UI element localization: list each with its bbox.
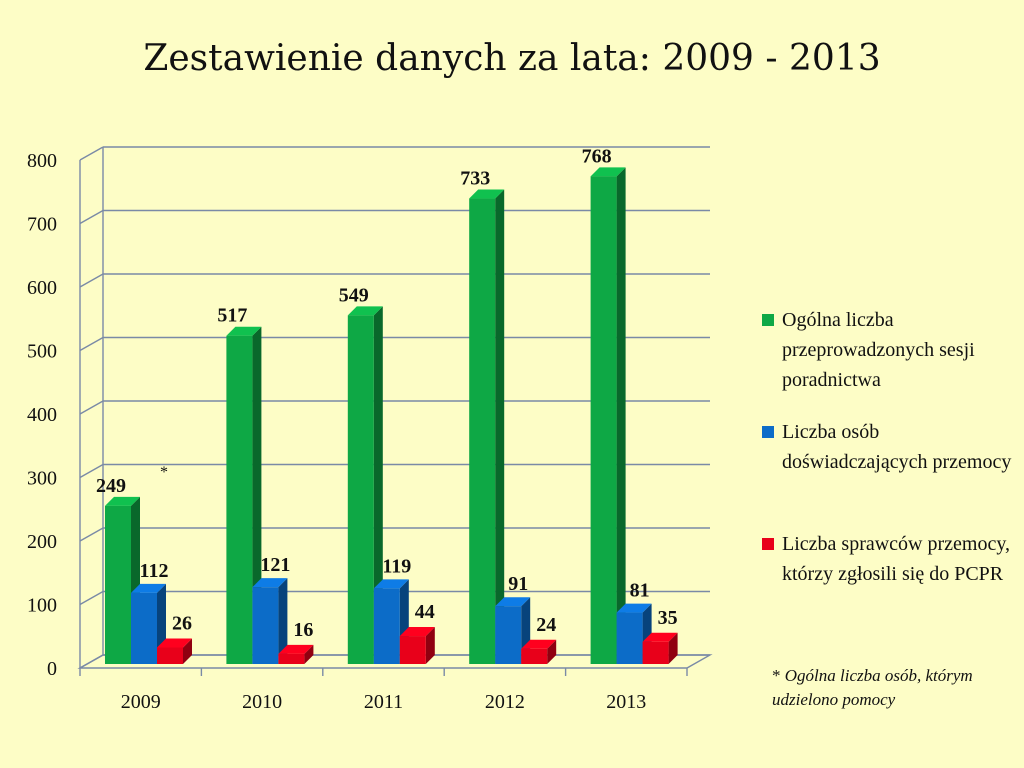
- data-label-s2-2010: 16: [293, 619, 313, 641]
- gridline-depth-400: [79, 400, 104, 415]
- data-label-s2-2009: 26: [172, 612, 192, 634]
- bar-s0-2012-side: [495, 189, 505, 665]
- bar-s1-2010: [252, 587, 279, 664]
- data-label-s2-2011: 44: [415, 601, 435, 623]
- y-tick-label-100: 100: [27, 595, 57, 617]
- bar-s1-2012: [495, 606, 522, 664]
- data-label-s1-2010: 121: [260, 554, 290, 576]
- bar-s2-2012-side: [547, 639, 557, 664]
- bar-s0-2010-side: [252, 326, 262, 664]
- bar-s0-2013-top: [590, 167, 626, 177]
- bar-s2-2011: [399, 636, 426, 664]
- y-tick-label-200: 200: [27, 531, 57, 553]
- bar-s1-2011-top: [373, 579, 409, 589]
- x-tick-label-2011: 2011: [364, 691, 403, 713]
- gridline-depth-200: [79, 527, 104, 542]
- bar-s1-2012-top: [495, 597, 531, 607]
- gridline-depth-600: [79, 273, 104, 288]
- legend-swatch-perpetrators: [762, 538, 774, 550]
- bar-s2-2011-top: [399, 627, 435, 637]
- data-label-s1-2013: 81: [630, 580, 650, 602]
- gridline-depth-100: [79, 590, 104, 606]
- y-tick-label-600: 600: [27, 277, 57, 299]
- bar-s2-2009: [157, 647, 183, 664]
- data-label-s0-2011: 549: [339, 284, 369, 306]
- gridline-depth-700: [79, 209, 104, 225]
- bar-s2-2012: [521, 648, 548, 664]
- bar-s1-2011: [373, 588, 400, 664]
- bar-s0-2010: [226, 335, 253, 664]
- data-label-s1-2012: 91: [508, 573, 528, 595]
- bar-s0-2011-side: [373, 306, 383, 664]
- bar-s1-2010-side: [278, 578, 288, 664]
- bar-s0-2012-top: [469, 189, 505, 199]
- y-tick-label-400: 400: [27, 404, 57, 426]
- data-label-s1-2011: 119: [382, 555, 411, 577]
- footnote-text: Ogólna liczba osób, którym udzielono pom…: [772, 666, 973, 709]
- y-tick-label-700: 700: [27, 214, 57, 236]
- data-label-s2-2013: 35: [658, 607, 678, 629]
- data-label-s0-2010: 517: [217, 305, 247, 327]
- bar-s2-2009-side: [183, 638, 192, 664]
- gridline-depth-500: [79, 336, 104, 352]
- y-tick-label-0: 0: [47, 658, 57, 680]
- data-label-s1-2009: 112: [140, 560, 169, 582]
- bar-s2-2013: [642, 641, 669, 664]
- y-tick-label-500: 500: [27, 341, 57, 363]
- legend-swatch-victims: [762, 426, 774, 438]
- bar-s0-2009-top: [105, 496, 140, 506]
- annotation-asterisk: *: [160, 464, 168, 481]
- x-tick-label-2012: 2012: [485, 691, 525, 713]
- x-tick-label-2009: 2009: [121, 691, 161, 713]
- x-tick-label-2010: 2010: [242, 691, 282, 713]
- bar-s2-2009-top: [157, 638, 192, 648]
- bar-s0-2012: [469, 198, 496, 665]
- bar-s0-2009: [105, 505, 131, 664]
- bar-s2-2013-top: [642, 632, 678, 642]
- data-label-s0-2012: 733: [460, 168, 490, 190]
- bar-s0-2013: [590, 176, 617, 664]
- bar-s2-2012-top: [521, 639, 557, 649]
- y-tick-label-300: 300: [27, 468, 57, 490]
- legend-swatch-sessions: [762, 314, 774, 326]
- bar-s1-2009: [131, 592, 157, 664]
- y-tick-label-800: 800: [27, 150, 57, 172]
- chart-title: Zestawienie danych za lata: 2009 - 2013: [143, 38, 881, 79]
- data-label-s0-2009: 249: [96, 475, 126, 497]
- bar-s0-2013-side: [616, 167, 626, 664]
- chart-floor: [77, 654, 713, 669]
- bar-s0-2010-top: [226, 326, 262, 336]
- bar-s2-2011-side: [425, 627, 435, 664]
- legend-label-sessions: Ogólna liczba przeprowadzonych sesji por…: [782, 309, 975, 391]
- gridline-depth-300: [79, 463, 104, 479]
- bar-s2-2010-side: [304, 644, 314, 664]
- bar-s1-2013: [616, 612, 643, 664]
- footnote-star: *: [772, 666, 781, 685]
- footnote: * Ogólna liczba osób, którym udzielono p…: [772, 664, 1012, 712]
- bar-s1-2009-top: [131, 583, 166, 593]
- bar-s2-2013-side: [668, 632, 678, 664]
- bar-s0-2011: [347, 315, 374, 664]
- legend-label-victims: Liczba osób doświadczających przemocy: [782, 421, 1012, 473]
- gridline-depth-800: [79, 146, 104, 161]
- legend-label-perpetrators: Liczba sprawców przemocy, którzy zgłosil…: [782, 533, 1011, 585]
- bar-s1-2010-top: [252, 578, 288, 588]
- data-label-s0-2013: 768: [582, 145, 612, 167]
- bar-s2-2010: [278, 653, 305, 664]
- bar-s0-2011-top: [347, 306, 383, 316]
- bar-s2-2010-top: [278, 644, 314, 654]
- data-label-s2-2012: 24: [536, 614, 556, 636]
- x-tick-label-2013: 2013: [606, 691, 646, 713]
- bar-s1-2013-top: [616, 603, 652, 613]
